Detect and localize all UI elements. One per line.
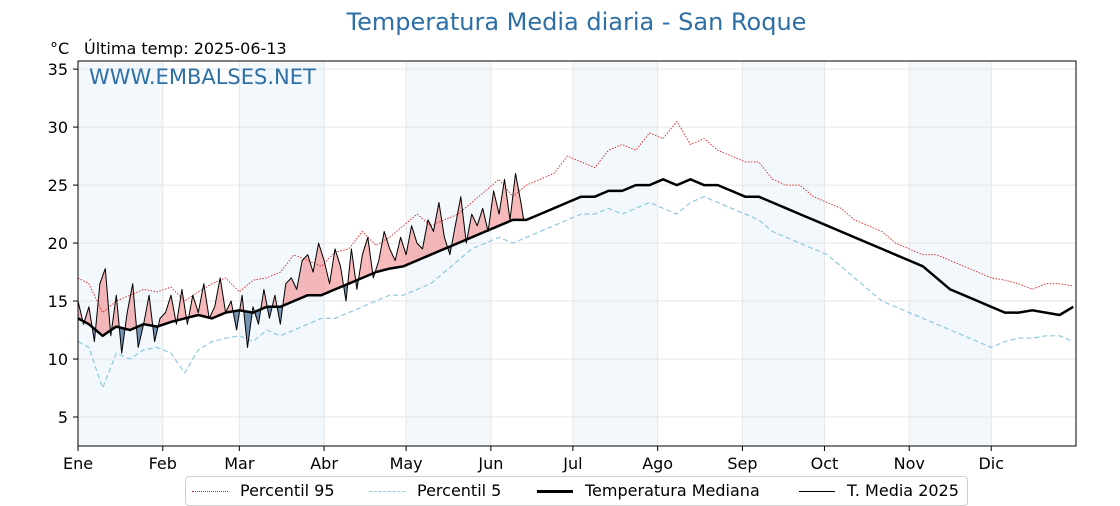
legend-label-p5: Percentil 5 bbox=[417, 481, 501, 500]
watermark: WWW.EMBALSES.NET bbox=[89, 65, 316, 89]
x-tick-label-mar: Mar bbox=[224, 454, 255, 473]
x-tick-label-feb: Feb bbox=[149, 454, 177, 473]
y-tick-label: 5 bbox=[58, 408, 68, 427]
legend-label-p95: Percentil 95 bbox=[240, 481, 335, 500]
x-tick-label-sep: Sep bbox=[727, 454, 757, 473]
x-tick-label-abr: Abr bbox=[310, 454, 338, 473]
y-tick-label: 25 bbox=[48, 176, 68, 195]
y-tick-label: 10 bbox=[48, 350, 68, 369]
x-tick-label-jun: Jun bbox=[477, 454, 503, 473]
y-tick-label: 35 bbox=[48, 60, 68, 79]
legend-label-2025: T. Media 2025 bbox=[847, 481, 959, 500]
legend-swatch-p95 bbox=[192, 491, 228, 492]
x-tick-label-may: May bbox=[390, 454, 423, 473]
month-band-nov bbox=[909, 61, 991, 446]
legend-swatch-p5 bbox=[369, 491, 405, 492]
y-tick-label: 15 bbox=[48, 292, 68, 311]
anomaly-warm-fill bbox=[302, 255, 308, 298]
x-tick-label-dic: Dic bbox=[978, 454, 1004, 473]
anomaly-warm-fill bbox=[335, 249, 341, 290]
legend-swatch-2025 bbox=[799, 491, 835, 492]
x-tick-label-jul: Jul bbox=[562, 454, 582, 473]
temperature-chart: 5 10 15 20 25 30 35 Ene Feb Mar Abr May Jun Jul Ago Sep… bbox=[0, 0, 1120, 476]
month-band-sep bbox=[742, 61, 824, 446]
x-tick-label-ene: Ene bbox=[63, 454, 93, 473]
x-tick-label-ago: Ago bbox=[642, 454, 673, 473]
month-band-ene bbox=[78, 61, 163, 446]
legend-label-median: Temperatura Mediana bbox=[585, 481, 760, 500]
legend: Percentil 95 Percentil 5 Temperatura Med… bbox=[185, 476, 968, 506]
y-tick-label: 20 bbox=[48, 234, 68, 253]
y-tick-label: 30 bbox=[48, 118, 68, 137]
x-tick-label-nov: Nov bbox=[894, 454, 925, 473]
x-tick-label-oct: Oct bbox=[811, 454, 839, 473]
legend-swatch-median bbox=[537, 490, 573, 493]
anomaly-warm-fill bbox=[384, 232, 390, 271]
month-band-mar bbox=[239, 61, 324, 446]
month-band-jul bbox=[573, 61, 658, 446]
